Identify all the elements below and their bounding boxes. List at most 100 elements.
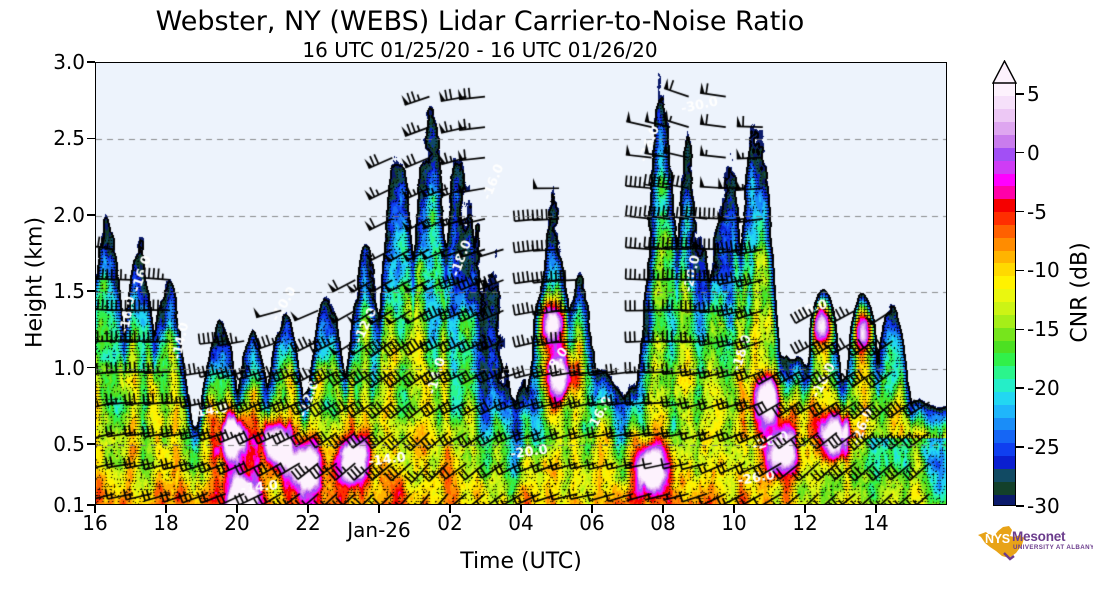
colorbar-swatch [994,185,1015,200]
colorbar-swatch [994,455,1015,470]
x-tick-label: Jan-26 [347,518,411,542]
x-tick-mark [378,505,380,513]
colorbar-swatch [994,83,1015,97]
x-tick-label: 16 [82,511,108,535]
colorbar-swatch [994,262,1015,277]
x-tick-mark [94,505,96,513]
x-tick-label: 10 [721,511,747,535]
colorbar-swatch [994,301,1015,315]
x-tick-mark [236,505,238,513]
colorbar-tick-label: -20 [1027,376,1060,401]
colorbar-swatch [994,160,1015,174]
colorbar-swatch [994,442,1015,457]
colorbar-swatch [994,429,1015,444]
colorbar-tick-label: -25 [1027,435,1060,460]
cnr-heatmap [96,63,946,504]
colorbar-swatch [994,198,1015,213]
colorbar [993,82,1016,506]
colorbar-tick-mark [1016,446,1024,448]
colorbar-tick-mark [1016,328,1024,331]
logo-university-text: UNIVERSITY AT ALBANY [1013,544,1093,551]
x-tick-label: 22 [295,511,321,535]
y-tick-label: 3.0 [53,50,85,74]
y-axis-label: Height (km) [22,216,48,348]
logo-mesonet-text: Mesonet [1012,529,1066,544]
colorbar-tick-label: -5 [1027,199,1047,224]
colorbar-swatch [994,327,1015,341]
colorbar-tick-label: 5 [1027,81,1040,106]
colorbar-tick-label: -15 [1027,317,1060,342]
colorbar-tick-mark [1016,210,1024,213]
colorbar-swatch [994,468,1015,482]
x-tick-mark [804,505,806,513]
y-tick-label: 2.0 [53,202,85,227]
x-tick-label: 18 [153,511,179,535]
y-tick-mark [87,443,95,445]
y-tick-label: 0.1 [53,493,85,517]
colorbar-swatch [994,172,1015,187]
logo-nys-text: NYS [985,532,1010,546]
colorbar-swatch [994,417,1015,431]
y-tick-label: 1.5 [53,279,85,304]
x-tick-mark [662,505,664,513]
colorbar-tick-label: -30 [1027,494,1060,518]
colorbar-swatch [994,481,1015,495]
colorbar-swatch [994,147,1015,161]
colorbar-swatch [994,108,1015,123]
colorbar-swatch [994,314,1015,328]
x-tick-mark [165,505,167,513]
y-tick-mark [87,61,95,63]
page-subtitle: 16 UTC 01/25/20 - 16 UTC 01/26/20 [302,38,658,62]
page-title: Webster, NY (WEBS) Lidar Carrier-to-Nois… [155,6,805,37]
x-tick-label: 04 [508,511,534,535]
x-tick-mark [449,505,451,513]
x-tick-mark [875,505,877,513]
y-tick-label: 0.5 [53,431,85,456]
colorbar-swatch [994,339,1015,354]
colorbar-swatch [994,121,1015,135]
y-tick-label: 1.0 [53,355,85,380]
colorbar-swatch [994,352,1015,367]
colorbar-tick-mark [1016,151,1024,154]
x-tick-label: 20 [224,511,250,535]
colorbar-swatch [994,378,1015,392]
x-tick-label: 14 [863,511,889,535]
y-tick-mark [87,137,95,140]
colorbar-swatch [994,404,1015,418]
colorbar-swatch [994,365,1015,380]
heatmap-canvas-wrapper [96,63,946,504]
x-tick-mark [733,505,735,513]
y-tick-label: 2.5 [53,126,85,151]
x-axis: 16 18 20 22 Jan-26 02 04 06 08 10 12 14 [82,505,947,545]
colorbar-swatch [994,275,1015,290]
y-tick-mark [87,366,95,369]
x-tick-label: 06 [579,511,605,535]
colorbar-extend-arrow [992,60,1017,84]
y-tick-mark [87,213,95,216]
new-york-state-shape-icon [978,526,1024,561]
colorbar-swatch [994,250,1015,264]
x-tick-mark [520,505,522,513]
colorbar-tick-mark [1016,387,1024,390]
x-tick-mark [591,505,593,513]
colorbar-swatch [994,288,1015,302]
x-tick-label: 02 [437,511,463,535]
nys-mesonet-logo: NYS Mesonet UNIVERSITY AT ALBANY [976,523,1093,563]
colorbar-swatch [994,224,1015,238]
plot-area [95,62,947,505]
colorbar-tick-label: -10 [1027,258,1060,283]
colorbar-swatch [994,134,1015,148]
colorbar-tick-mark [1016,92,1024,95]
colorbar-tick-mark [1016,269,1024,272]
y-tick-mark [87,504,95,506]
y-axis: 0.1 0.5 1.0 1.5 2.0 2.5 3.0 [31,50,95,517]
colorbar-swatch [994,95,1015,110]
x-tick-mark [307,505,309,513]
colorbar-tick-label: 0 [1027,140,1040,165]
x-tick-label: 08 [650,511,676,535]
colorbar-swatch [994,494,1015,505]
y-tick-mark [87,290,95,292]
colorbar-swatch [994,211,1015,225]
colorbar-swatch [994,391,1015,405]
